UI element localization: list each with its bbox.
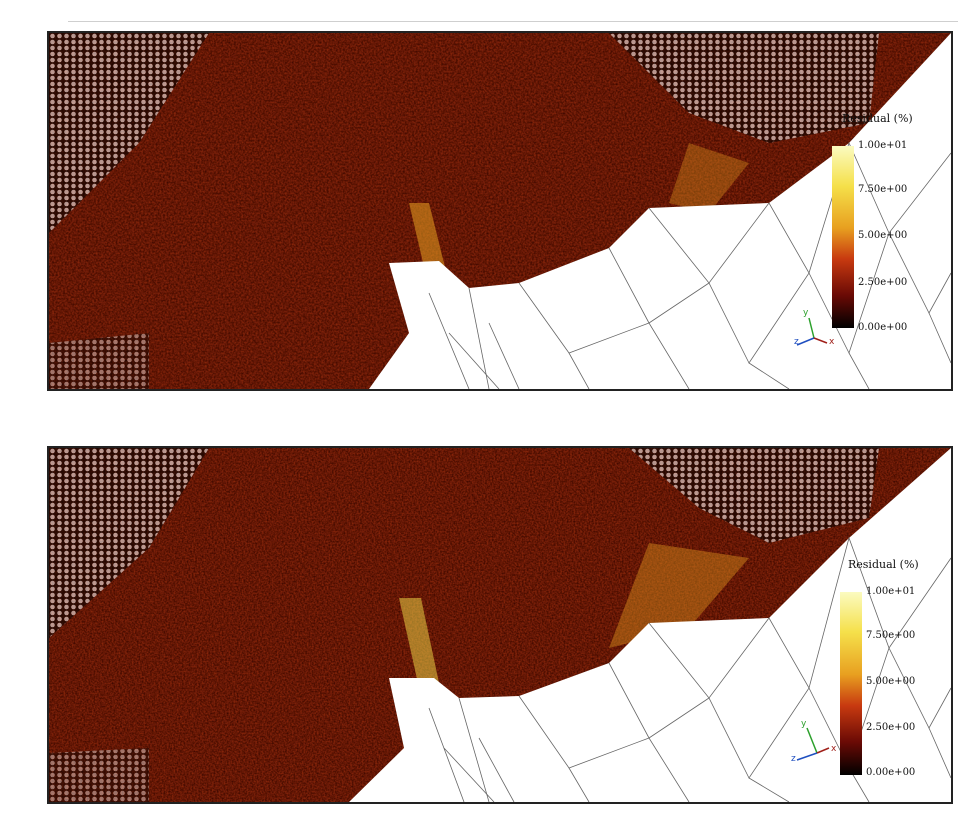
- colorbar-tick: 7.50e+00: [858, 184, 907, 195]
- residual-plot-panel-2: y z x: [47, 446, 953, 804]
- colorbar-tick: 1.00e+01: [858, 140, 907, 151]
- axis-y-label: y: [803, 308, 809, 318]
- colorbar-title: Residual (%): [848, 558, 919, 571]
- colorbar-tick: 2.50e+00: [858, 277, 907, 288]
- axis-z-label: z: [794, 337, 799, 347]
- colorbar-gradient: [832, 146, 854, 328]
- colorbar-tick: 2.50e+00: [866, 722, 915, 733]
- residual-plot-panel-1: y z x: [47, 31, 953, 391]
- colorbar-gradient: [840, 592, 862, 775]
- residual-field-2: y z x: [49, 448, 951, 802]
- colorbar-tick: 0.00e+00: [866, 767, 915, 778]
- top-divider-line: [68, 21, 958, 22]
- colorbar-tick: 5.00e+00: [866, 676, 915, 687]
- axis-x-label: x: [829, 337, 835, 347]
- axis-y-label: y: [801, 719, 807, 729]
- residual-field-1: y z x: [49, 33, 951, 389]
- colorbar-tick: 7.50e+00: [866, 630, 915, 641]
- colorbar-title: Residual (%): [842, 112, 913, 125]
- axis-x-label: x: [831, 744, 837, 754]
- axis-z-label: z: [791, 754, 796, 764]
- colorbar-tick: 5.00e+00: [858, 230, 907, 241]
- colorbar-tick: 0.00e+00: [858, 322, 907, 333]
- colorbar-tick: 1.00e+01: [866, 586, 915, 597]
